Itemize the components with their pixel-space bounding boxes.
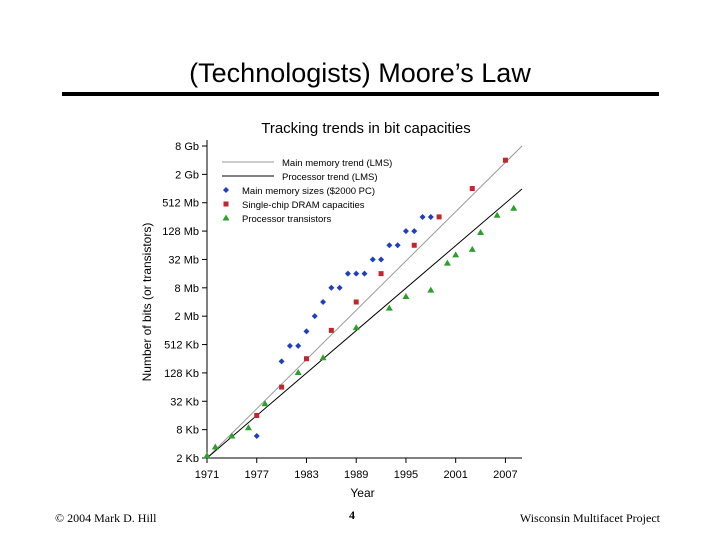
data-point (352, 324, 360, 331)
trend-line (206, 188, 523, 459)
data-point (394, 242, 401, 249)
data-point (427, 213, 434, 220)
legend-label: Processor trend (LMS) (282, 172, 378, 183)
x-axis-label: Year (350, 486, 374, 500)
legend-label: Processor transistors (242, 214, 331, 225)
data-point (469, 186, 475, 192)
legend-label: Main memory trend (LMS) (282, 158, 392, 169)
data-point (211, 443, 219, 450)
y-axis-label: Number of bits (or transistors) (140, 223, 154, 382)
footer-copyright: © 2004 Mark D. Hill (55, 511, 157, 525)
data-point (228, 432, 236, 439)
data-point (385, 304, 393, 311)
data-point (261, 400, 269, 407)
data-point (254, 412, 260, 418)
y-tick-label: 8 Kb (176, 425, 199, 437)
title-rule (62, 92, 659, 96)
data-point (320, 298, 327, 305)
data-point (253, 433, 260, 440)
x-tick-label: 2001 (443, 469, 467, 481)
data-point (295, 342, 302, 349)
x-tick-label: 1983 (294, 469, 318, 481)
footer-page-number: 4 (349, 508, 355, 522)
y-tick-label: 128 Kb (164, 368, 199, 380)
trend-line (206, 145, 523, 459)
data-point (427, 286, 435, 293)
data-point (244, 424, 252, 431)
data-point (468, 245, 476, 252)
x-tick-label: 2007 (493, 469, 517, 481)
slide-title: (Technologists) Moore’s Law (189, 58, 531, 88)
data-point (443, 259, 451, 266)
footer-project: Wisconsin Multifacet Project (519, 511, 660, 525)
y-tick-label: 128 Mb (162, 226, 199, 238)
data-point (286, 342, 293, 349)
data-point (436, 214, 442, 220)
data-point (502, 157, 508, 163)
data-point (328, 327, 334, 333)
y-tick-label: 8 Mb (175, 283, 199, 295)
x-tick-label: 1995 (394, 469, 418, 481)
y-tick-label: 2 Gb (175, 169, 199, 181)
data-point (477, 229, 485, 236)
y-tick-label: 512 Kb (164, 340, 199, 352)
data-point (419, 213, 426, 220)
data-point (294, 368, 302, 375)
x-tick-label: 1971 (195, 469, 219, 481)
data-point (386, 242, 393, 249)
data-point (493, 211, 501, 218)
y-tick-label: 32 Kb (170, 396, 199, 408)
y-tick-label: 8 Gb (175, 141, 199, 153)
legend-label: Single-chip DRAM capacities (242, 200, 365, 211)
data-point (203, 452, 211, 459)
data-point (328, 284, 335, 291)
x-tick-label: 1977 (244, 469, 268, 481)
data-point (336, 284, 343, 291)
data-point (303, 328, 310, 335)
data-point (353, 270, 360, 277)
y-tick-label: 2 Kb (176, 453, 199, 465)
data-point (452, 251, 460, 258)
chart-title: Tracking trends in bit capacities (261, 120, 471, 137)
data-point (278, 358, 285, 365)
data-point (378, 271, 384, 277)
data-point (378, 256, 385, 263)
data-point (369, 256, 376, 263)
data-point (402, 228, 409, 235)
data-point (411, 228, 418, 235)
data-point (311, 313, 318, 320)
y-tick-label: 2 Mb (175, 311, 199, 323)
data-point (510, 204, 518, 211)
legend-marker (223, 201, 229, 207)
legend-label: Main memory sizes ($2000 PC) (242, 186, 375, 197)
data-point (353, 299, 359, 305)
data-point (279, 384, 285, 390)
x-tick-label: 1989 (344, 469, 368, 481)
data-point (402, 292, 410, 299)
data-point (411, 242, 417, 248)
data-point (344, 270, 351, 277)
data-point (303, 356, 309, 362)
y-tick-label: 32 Mb (168, 254, 199, 266)
data-point (319, 354, 327, 361)
y-tick-label: 512 Mb (162, 198, 199, 210)
data-point (361, 270, 368, 277)
legend-marker (223, 187, 229, 193)
legend-marker (222, 214, 230, 221)
